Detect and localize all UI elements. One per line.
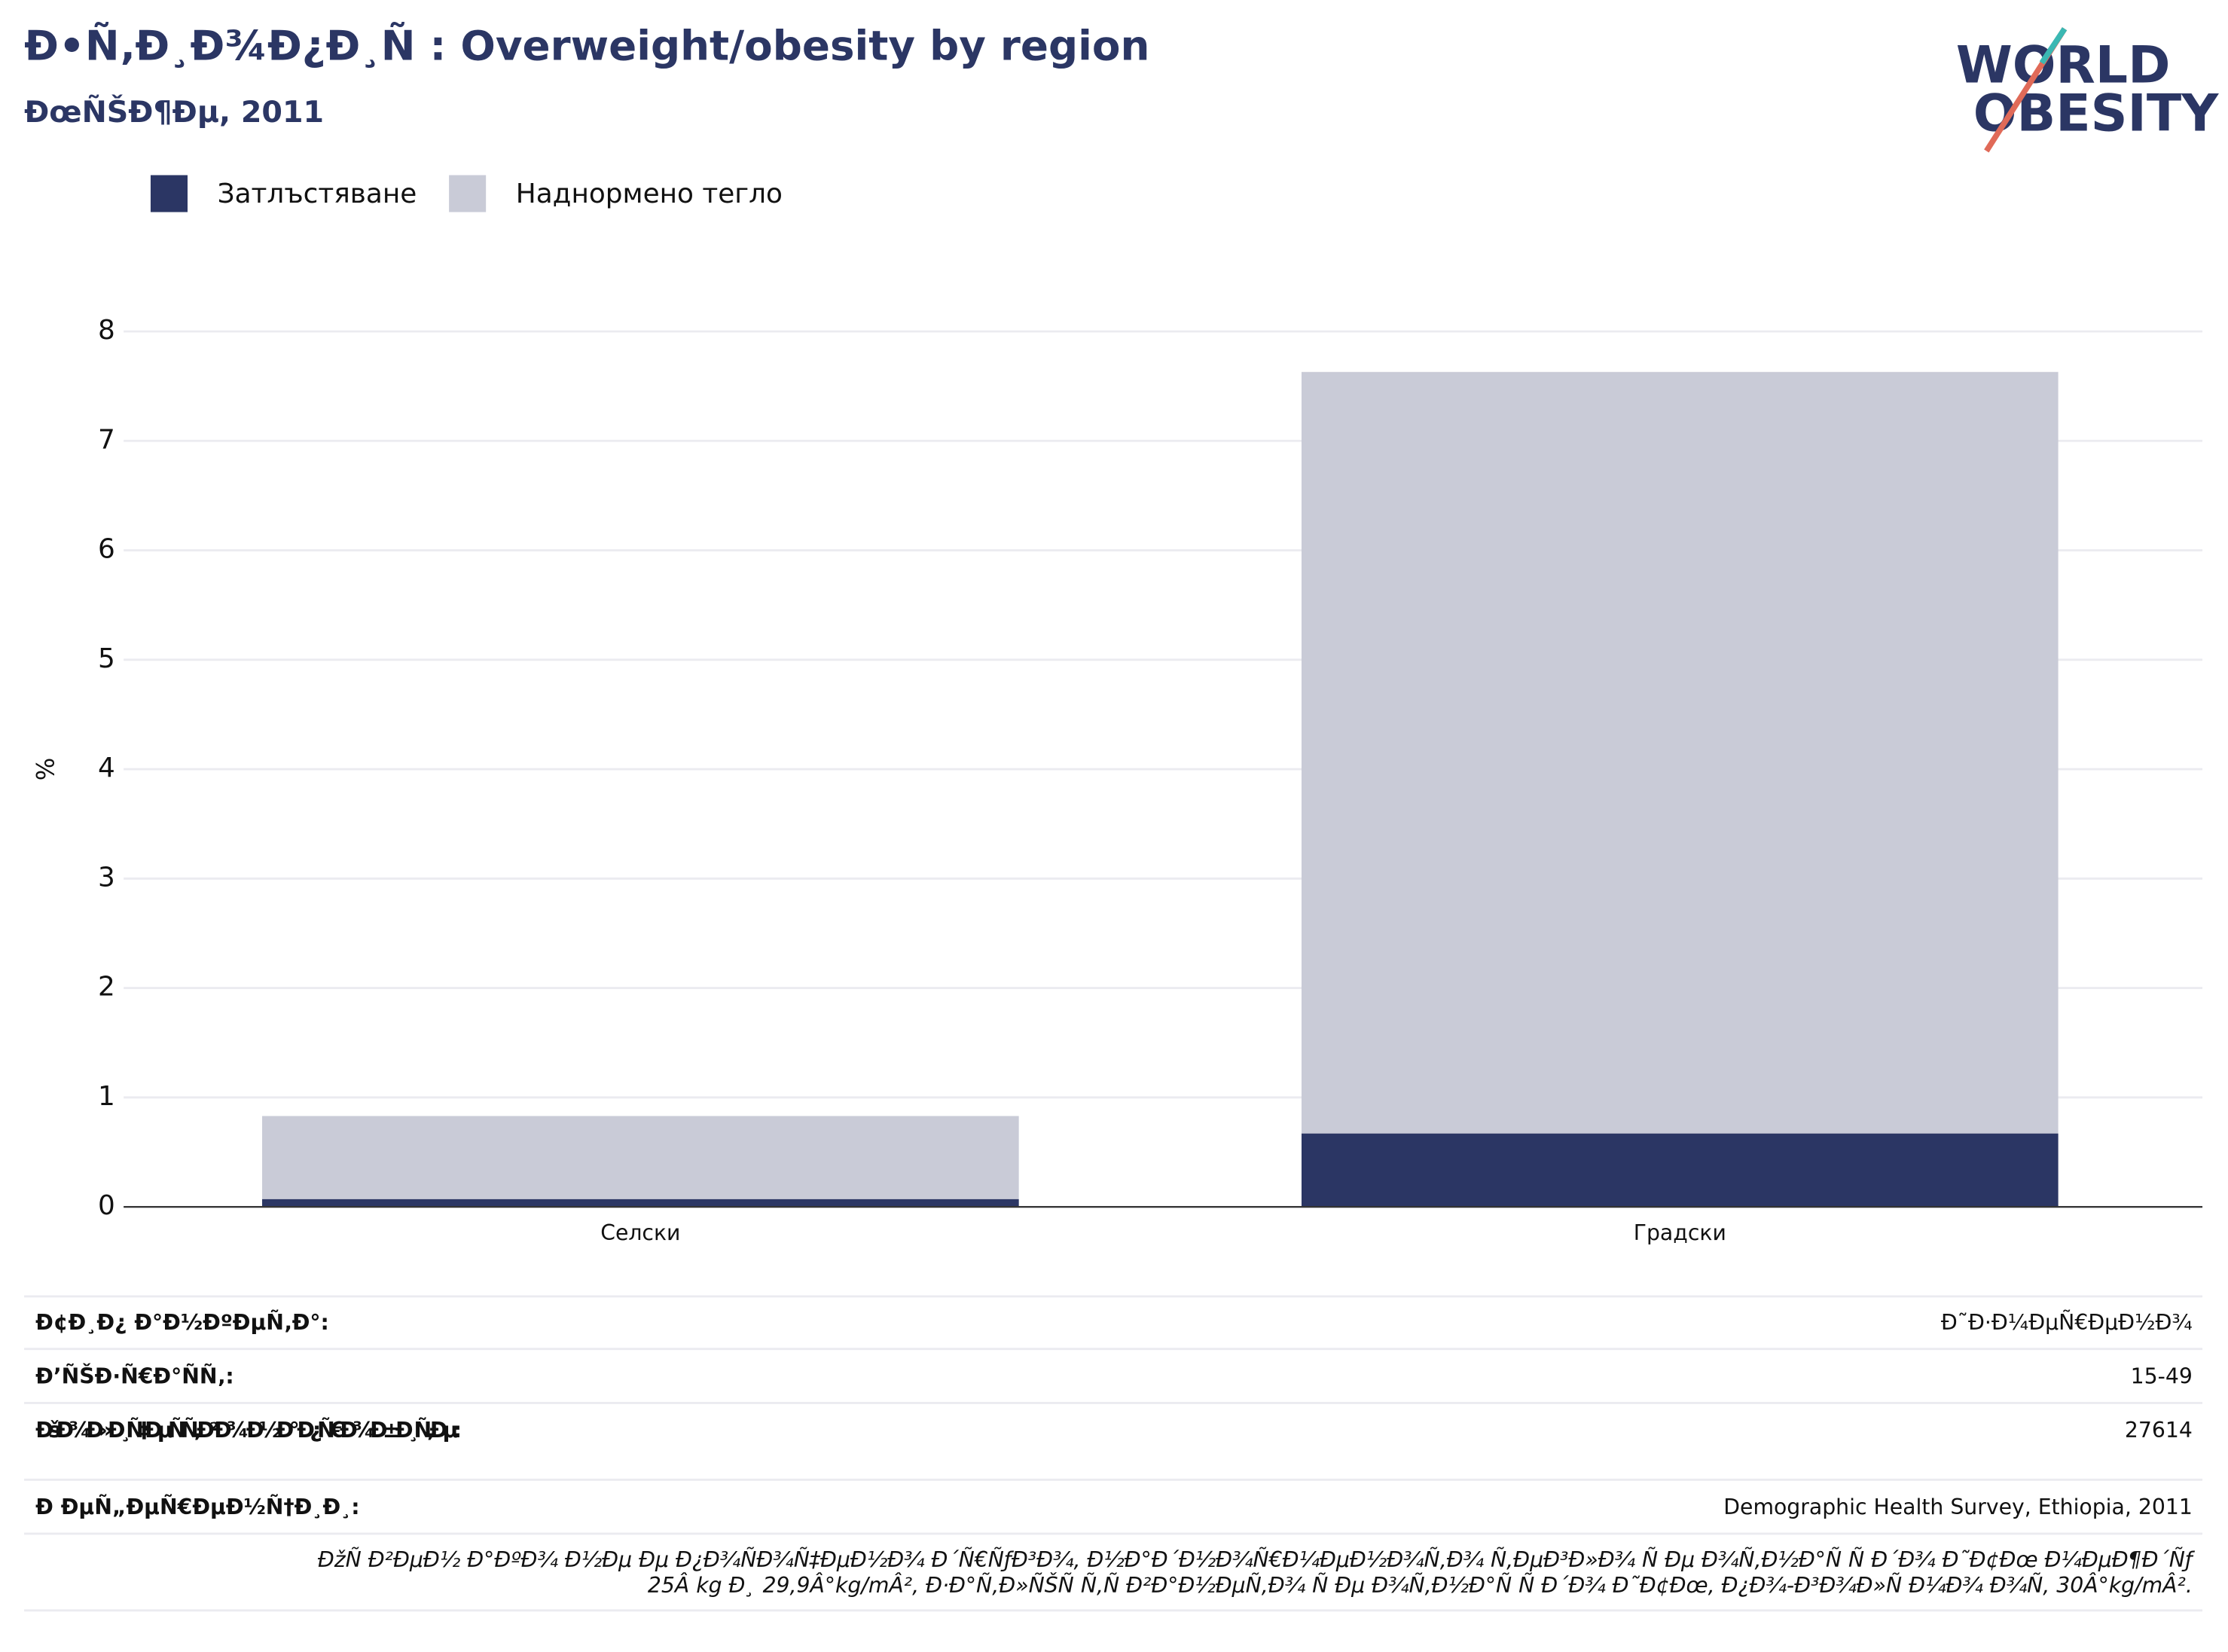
table-note: 25Â kg Ð¸ 29,9Â°kg/mÂ², Ð·Ð°Ñ‚Ð»ÑŠÑ Ñ‚Ñ … xyxy=(648,1572,2193,1598)
chart-title: Ð•Ñ‚Ð¸Ð¾Ð¿Ð¸Ñ : Overweight/obesity by re… xyxy=(24,22,1149,70)
table-value: 15-49 xyxy=(2131,1363,2193,1388)
chart-subtitle: ÐœÑŠÐ¶Ðµ, 2011 xyxy=(24,94,324,130)
bar xyxy=(1301,371,2059,1208)
y-tick-label: 6 xyxy=(98,534,115,565)
logo-line: OBESITY xyxy=(1973,84,2219,144)
logo-slash xyxy=(2039,27,2068,65)
table-value: 27614 xyxy=(2125,1418,2193,1443)
y-axis-label: % xyxy=(31,758,60,780)
table-key: ÐšÐ¾Ð»Ð¸Ñ‡ÐµÑÑ‚Ð²Ð¾ Ð½Ð° Ð¿Ñ€Ð¾Ð±Ð¸Ñ‚Ðµ: xyxy=(35,1417,462,1443)
y-tick-label: 5 xyxy=(98,643,115,674)
y-tick-label: 0 xyxy=(98,1190,115,1221)
table-key: Ð’ÑŠÐ·Ñ€Ð°ÑÑ‚: xyxy=(35,1363,234,1388)
bar xyxy=(262,1199,1019,1208)
table-key: Ð¢Ð¸Ð¿ Ð°Ð½ÐºÐµÑ‚Ð°: xyxy=(35,1309,329,1335)
y-tick-label: 3 xyxy=(98,862,115,893)
table-value: Ð˜Ð·Ð¼ÐµÑ€ÐµÐ½Ð¾ xyxy=(1941,1310,2193,1335)
y-tick-label: 2 xyxy=(98,972,115,1003)
bar xyxy=(262,1116,1019,1208)
table-key: Ð ÐµÑ„ÐµÑ€ÐµÐ½Ñ†Ð¸Ð¸: xyxy=(35,1494,359,1519)
legend-swatch xyxy=(150,175,188,212)
x-tick-label: Селски xyxy=(600,1220,680,1245)
y-tick-label: 4 xyxy=(98,753,115,783)
legend-label: Наднормено тегло xyxy=(516,179,783,209)
y-tick-label: 1 xyxy=(98,1081,115,1112)
y-tick-label: 8 xyxy=(98,315,115,346)
bar xyxy=(1301,1133,2059,1208)
table-note: ÐžÑ Ð²ÐµÐ½ Ð°ÐºÐ¾ Ð½Ðµ Ðµ Ð¿Ð¾ÑÐ¾Ñ‡ÐµÐ½Ð… xyxy=(318,1547,2196,1572)
legend-swatch xyxy=(449,175,487,212)
y-tick-label: 7 xyxy=(98,424,115,455)
x-tick-label: Градски xyxy=(1634,1220,1726,1245)
legend-label: Затлъстяване xyxy=(218,179,417,209)
table-value: Demographic Health Survey, Ethiopia, 201… xyxy=(1723,1495,2193,1519)
logo-line: WORLD xyxy=(1956,36,2171,96)
